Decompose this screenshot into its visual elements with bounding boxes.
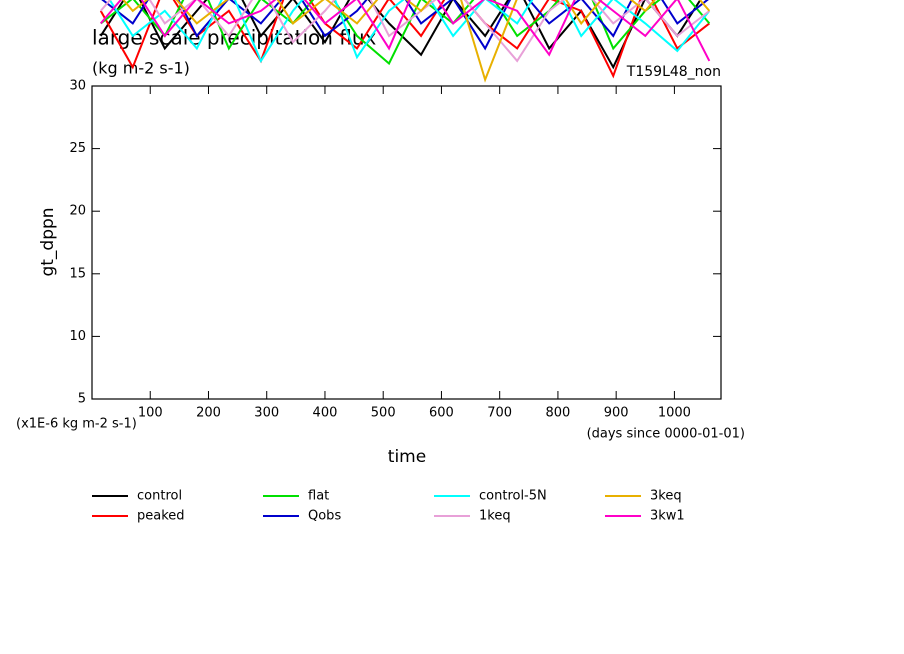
x-tick-label: 700	[487, 406, 512, 421]
series-line	[101, 0, 709, 51]
x-tick-label: 800	[546, 406, 571, 421]
series-line	[99, 0, 711, 62]
series-line	[122, 0, 711, 83]
y-tick-label: 20	[69, 204, 86, 219]
legend-label: control-5N	[479, 489, 547, 504]
y-tick-label: 15	[69, 266, 86, 281]
legend-label: peaked	[137, 509, 185, 524]
legend-label: 3kw1	[650, 509, 685, 524]
x-tick-label: 600	[429, 406, 454, 421]
y-tick-label: 5	[78, 392, 86, 407]
y-tick-label: 25	[69, 141, 86, 156]
x-tick-label: 200	[196, 406, 221, 421]
chart-subtitle: (kg m-2 s-1)	[92, 59, 190, 78]
series-line	[99, 0, 710, 79]
plot-frame	[91, 85, 722, 400]
legend-label: flat	[308, 489, 329, 504]
y-unit: (x1E-6 kg m-2 s-1)	[16, 417, 137, 432]
x-tick-label: 1000	[658, 406, 691, 421]
legend-label: Qobs	[308, 509, 341, 524]
y-tick-label: 10	[69, 329, 86, 344]
legend-label: control	[137, 489, 182, 504]
x-tick-label: 900	[604, 406, 629, 421]
y-tick-label: 30	[69, 79, 86, 94]
y-axis-title: gt_dppn	[38, 207, 58, 276]
series-line	[108, 0, 711, 64]
x-tick-label: 500	[371, 406, 396, 421]
legend-label: 1keq	[479, 509, 511, 524]
x-tick-label: 300	[254, 406, 279, 421]
x-unit: (days since 0000-01-01)	[587, 427, 745, 442]
x-tick-label: 400	[313, 406, 338, 421]
x-axis-title: time	[388, 447, 426, 467]
series-line	[100, 0, 711, 66]
series-line	[99, 0, 710, 63]
legend-label: 3keq	[650, 489, 682, 504]
run-label: T159L48_non	[626, 64, 721, 80]
x-tick-label: 100	[138, 406, 163, 421]
